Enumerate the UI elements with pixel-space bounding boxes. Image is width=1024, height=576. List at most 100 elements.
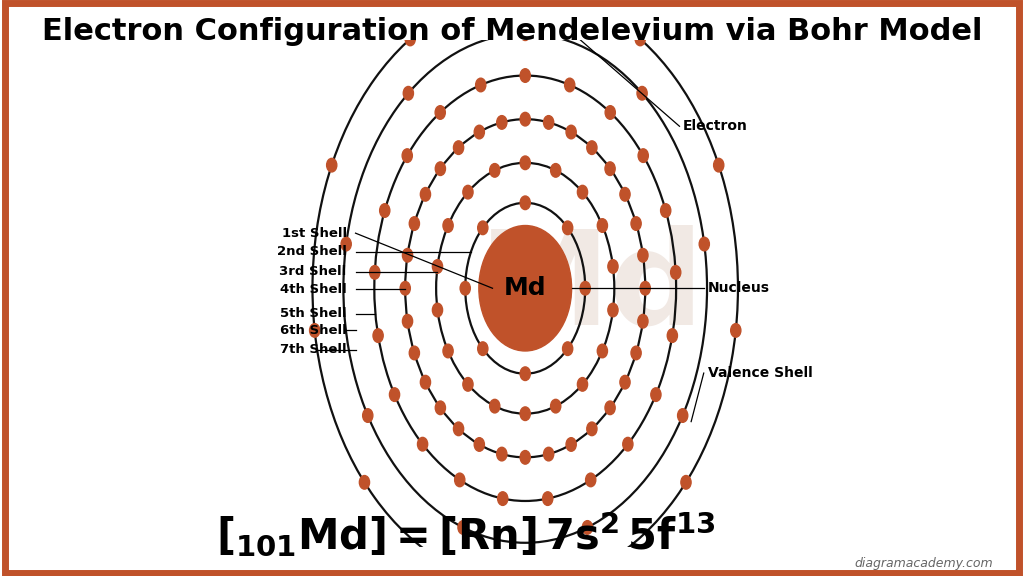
Ellipse shape (418, 437, 428, 451)
Ellipse shape (460, 282, 470, 295)
Ellipse shape (458, 521, 468, 535)
Text: Nucleus: Nucleus (709, 281, 770, 295)
Ellipse shape (620, 188, 630, 201)
Ellipse shape (402, 149, 413, 162)
Ellipse shape (731, 324, 741, 337)
Ellipse shape (562, 221, 572, 234)
Ellipse shape (608, 260, 618, 273)
Ellipse shape (681, 476, 691, 489)
Ellipse shape (420, 188, 430, 201)
Text: 6th Shell: 6th Shell (280, 324, 347, 336)
Ellipse shape (402, 248, 413, 262)
Ellipse shape (578, 377, 588, 391)
Ellipse shape (699, 237, 710, 251)
Text: Md: Md (504, 276, 547, 300)
Ellipse shape (520, 27, 530, 40)
Ellipse shape (435, 105, 445, 119)
Ellipse shape (498, 492, 508, 505)
Ellipse shape (460, 566, 470, 576)
Ellipse shape (410, 346, 420, 360)
Ellipse shape (402, 314, 413, 328)
Text: $\mathbf{[_{101}Md] = [Rn]\,7s^{2}\,5f^{13}}$: $\mathbf{[_{101}Md] = [Rn]\,7s^{2}\,5f^{… (216, 510, 716, 558)
Ellipse shape (671, 266, 681, 279)
Ellipse shape (714, 158, 724, 172)
Text: 7th Shell: 7th Shell (281, 343, 347, 357)
Ellipse shape (544, 116, 554, 129)
Text: 2nd Shell: 2nd Shell (276, 245, 347, 259)
Ellipse shape (463, 377, 473, 391)
Ellipse shape (410, 217, 420, 230)
Ellipse shape (651, 388, 662, 401)
Ellipse shape (489, 164, 500, 177)
Ellipse shape (362, 409, 373, 422)
Ellipse shape (520, 69, 530, 82)
Ellipse shape (583, 521, 593, 535)
Ellipse shape (520, 450, 530, 464)
Text: Electron Configuration of Mendelevium via Bohr Model: Electron Configuration of Mendelevium vi… (42, 17, 982, 46)
Ellipse shape (475, 78, 485, 92)
Ellipse shape (497, 448, 507, 461)
Text: Md: Md (478, 225, 705, 352)
Ellipse shape (631, 217, 641, 230)
Ellipse shape (520, 112, 530, 126)
Ellipse shape (520, 367, 530, 381)
Ellipse shape (551, 164, 561, 177)
Ellipse shape (635, 32, 645, 46)
Ellipse shape (580, 566, 590, 576)
Ellipse shape (581, 282, 590, 295)
Text: 1st Shell: 1st Shell (282, 226, 347, 240)
Ellipse shape (520, 329, 530, 342)
Ellipse shape (562, 342, 572, 355)
Ellipse shape (432, 260, 442, 273)
Ellipse shape (597, 219, 607, 232)
Ellipse shape (605, 105, 615, 119)
Ellipse shape (586, 473, 596, 487)
Ellipse shape (443, 344, 454, 358)
Ellipse shape (660, 204, 671, 217)
Ellipse shape (435, 401, 445, 415)
Ellipse shape (474, 438, 484, 451)
Ellipse shape (551, 399, 561, 413)
Ellipse shape (543, 492, 553, 505)
Ellipse shape (623, 437, 633, 451)
Ellipse shape (638, 149, 648, 162)
Ellipse shape (587, 422, 597, 435)
Text: 5th Shell: 5th Shell (281, 307, 347, 320)
Ellipse shape (373, 329, 383, 342)
Ellipse shape (520, 196, 530, 210)
Ellipse shape (380, 204, 390, 217)
Ellipse shape (454, 141, 464, 154)
Ellipse shape (463, 185, 473, 199)
Text: 3rd Shell: 3rd Shell (280, 265, 347, 278)
Ellipse shape (359, 476, 370, 489)
Ellipse shape (587, 141, 597, 154)
Ellipse shape (341, 237, 351, 251)
Ellipse shape (638, 248, 648, 262)
Ellipse shape (455, 473, 465, 487)
Ellipse shape (544, 448, 554, 461)
Ellipse shape (309, 324, 319, 337)
Ellipse shape (605, 162, 615, 176)
Ellipse shape (474, 125, 484, 139)
Ellipse shape (370, 266, 380, 279)
Ellipse shape (420, 376, 430, 389)
Ellipse shape (454, 422, 464, 435)
Text: diagramacademy.com: diagramacademy.com (855, 557, 993, 570)
Ellipse shape (566, 125, 577, 139)
Ellipse shape (403, 86, 414, 100)
Ellipse shape (432, 303, 442, 317)
Ellipse shape (497, 116, 507, 129)
Ellipse shape (678, 409, 688, 422)
Ellipse shape (520, 407, 530, 420)
Text: 4th Shell: 4th Shell (280, 283, 347, 296)
Ellipse shape (389, 388, 399, 401)
Ellipse shape (443, 219, 454, 232)
Ellipse shape (638, 314, 648, 328)
Ellipse shape (637, 86, 647, 100)
Ellipse shape (566, 438, 577, 451)
Ellipse shape (631, 346, 641, 360)
Ellipse shape (520, 156, 530, 169)
Text: Electron: Electron (683, 119, 748, 133)
Ellipse shape (620, 376, 630, 389)
Ellipse shape (489, 399, 500, 413)
